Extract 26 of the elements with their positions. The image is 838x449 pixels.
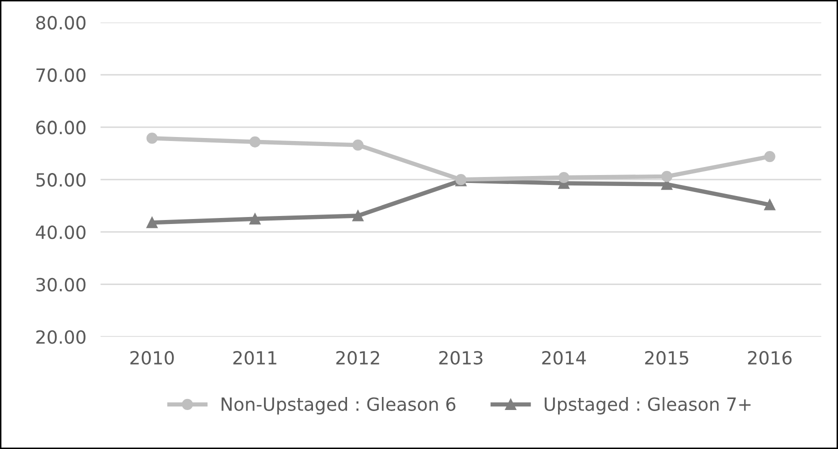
point [146,132,158,144]
point [661,170,672,182]
y-tick-label: 30.00 [36,278,86,292]
x-tick-label: 2010 [130,350,174,365]
x-tick-label: 2015 [645,350,688,365]
y-tick-label: 20.00 [36,330,86,344]
y-tick-label: 50.00 [36,173,86,187]
point [249,136,261,148]
x-tick-label: 2012 [336,350,380,365]
point [558,172,570,184]
y-tick-label: 70.00 [36,68,86,82]
point [352,139,364,151]
legend-label: Upstaged : Gleason 7+ [544,397,751,414]
x-tick-label: 2014 [542,350,586,365]
point [764,150,776,162]
x-tick-label: 2013 [439,350,482,365]
y-tick-label: 80.00 [36,16,86,30]
point [146,217,158,228]
point [249,213,261,224]
y-tick-label: 60.00 [36,120,86,134]
x-tick-label: 2011 [233,350,276,365]
point [764,199,776,210]
y-tick-label: 40.00 [36,225,86,240]
legend-label: Non-Upstaged : Gleason 6 [222,397,456,414]
point [352,210,364,222]
x-tick-label: 2016 [748,350,792,365]
